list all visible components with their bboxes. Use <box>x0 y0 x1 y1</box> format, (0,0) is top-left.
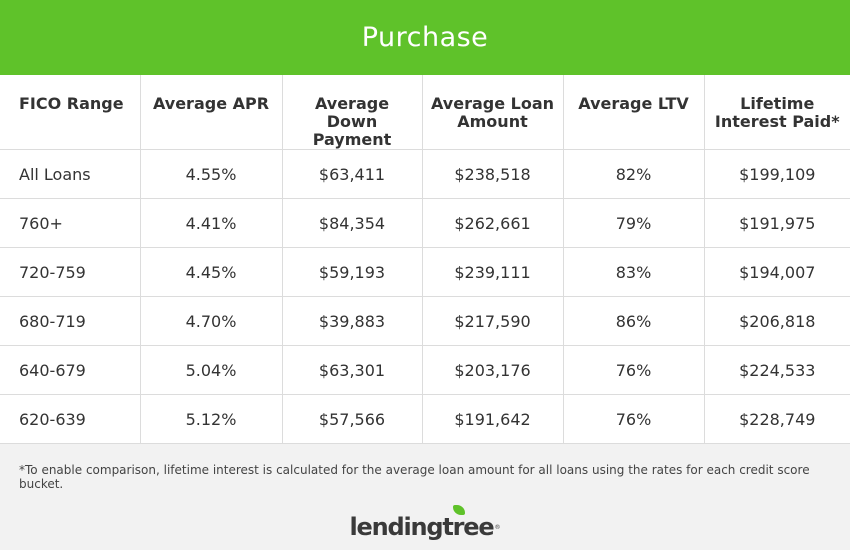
table-cell: All Loans <box>0 149 141 199</box>
table-row: All Loans 4.55% $63,411 $238,518 82% $19… <box>0 149 850 199</box>
page-title: Purchase <box>361 22 489 53</box>
table-row: 760+ 4.41% $84,354 $262,661 79% $191,975 <box>0 198 850 248</box>
column-header-lifetime-interest-paid: Lifetime Interest Paid* <box>704 75 850 150</box>
table-cell: $203,176 <box>422 345 564 395</box>
table-cell: 720-759 <box>0 247 141 297</box>
table-row: 640-679 5.04% $63,301 $203,176 76% $224,… <box>0 345 850 395</box>
column-header-average-loan-amount: Average Loan Amount <box>422 75 564 150</box>
table-row: 680-719 4.70% $39,883 $217,590 86% $206,… <box>0 296 850 346</box>
table-cell: $238,518 <box>422 149 564 199</box>
table-cell: $228,749 <box>704 394 850 444</box>
table-cell: 4.70% <box>140 296 283 346</box>
table-cell: $206,818 <box>704 296 850 346</box>
table-cell: 640-679 <box>0 345 141 395</box>
table-cell: 4.41% <box>140 198 283 248</box>
column-header-average-down-payment: Average Down Payment <box>282 75 423 150</box>
table-cell: 4.55% <box>140 149 283 199</box>
lendingtree-logo: lendingtree® <box>0 505 850 541</box>
table-cell: $239,111 <box>422 247 564 297</box>
table-row: 620-639 5.12% $57,566 $191,642 76% $228,… <box>0 394 850 444</box>
table-cell: $224,533 <box>704 345 850 395</box>
table-cell: $217,590 <box>422 296 564 346</box>
table-cell: $262,661 <box>422 198 564 248</box>
leaf-icon <box>452 505 465 515</box>
loan-data-table: FICO Range Average APR Average Down Paym… <box>0 75 850 444</box>
table-cell: $194,007 <box>704 247 850 297</box>
table-cell: 620-639 <box>0 394 141 444</box>
table-cell: $191,975 <box>704 198 850 248</box>
table-cell: 83% <box>563 247 705 297</box>
table-cell: 760+ <box>0 198 141 248</box>
table-cell: $57,566 <box>282 394 423 444</box>
table-cell: 4.45% <box>140 247 283 297</box>
table-cell: $39,883 <box>282 296 423 346</box>
table-cell: 680-719 <box>0 296 141 346</box>
registered-mark: ® <box>494 523 501 531</box>
table-cell: $199,109 <box>704 149 850 199</box>
table-cell: 5.12% <box>140 394 283 444</box>
logo-wordmark: lendingtree <box>349 513 495 541</box>
column-header-average-ltv: Average LTV <box>563 75 705 150</box>
table-cell: $63,411 <box>282 149 423 199</box>
table-cell: $191,642 <box>422 394 564 444</box>
table-cell: $59,193 <box>282 247 423 297</box>
table-cell: 5.04% <box>140 345 283 395</box>
table-cell: 79% <box>563 198 705 248</box>
column-header-average-apr: Average APR <box>140 75 283 150</box>
table-header-row: FICO Range Average APR Average Down Paym… <box>0 75 850 150</box>
table-cell: 76% <box>563 394 705 444</box>
table-cell: 82% <box>563 149 705 199</box>
table-cell: $84,354 <box>282 198 423 248</box>
table-row: 720-759 4.45% $59,193 $239,111 83% $194,… <box>0 247 850 297</box>
table-cell: 86% <box>563 296 705 346</box>
column-header-fico-range: FICO Range <box>0 75 141 150</box>
table-cell: 76% <box>563 345 705 395</box>
table-cell: $63,301 <box>282 345 423 395</box>
footnote: *To enable comparison, lifetime interest… <box>19 463 810 491</box>
page-header: Purchase <box>0 0 850 75</box>
